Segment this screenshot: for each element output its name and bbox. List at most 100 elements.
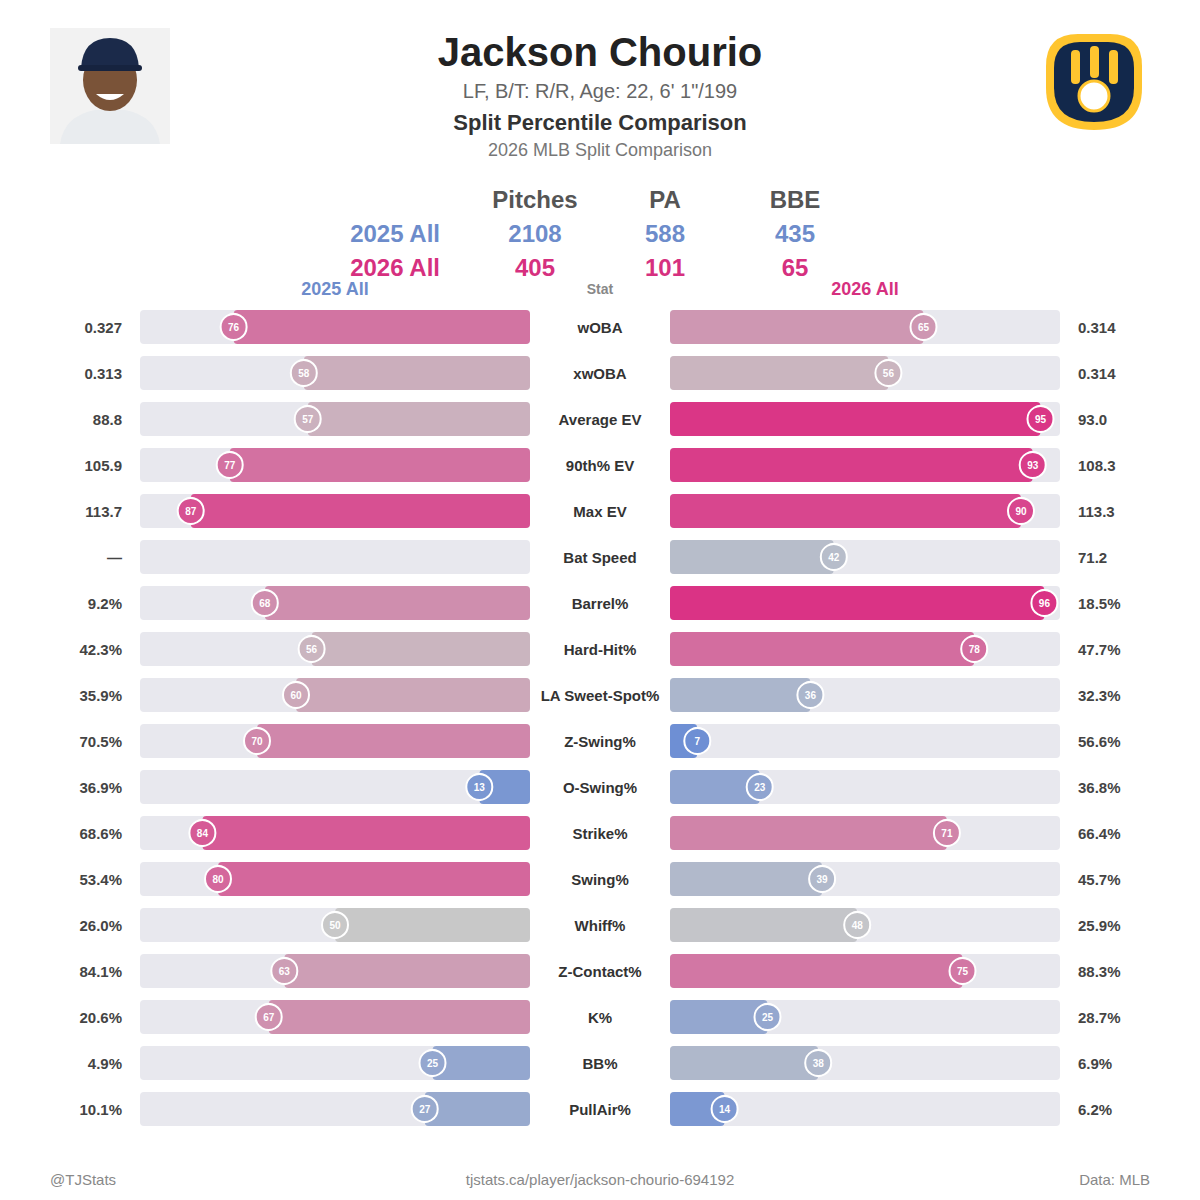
svg-text:96: 96	[1039, 598, 1051, 609]
html-text:2108: 2108	[508, 220, 562, 247]
svg-text:113.7: 113.7	[85, 503, 122, 520]
svg-text:35.9%: 35.9%	[79, 687, 122, 704]
svg-text:32.3%: 32.3%	[1078, 687, 1121, 704]
svg-text:LA Sweet-Spot%: LA Sweet-Spot%	[541, 687, 660, 704]
svg-text:18.5%: 18.5%	[1078, 595, 1121, 612]
svg-text:93: 93	[1027, 460, 1039, 471]
svg-text:38: 38	[813, 1058, 825, 1069]
svg-text:108.3: 108.3	[1078, 457, 1116, 474]
svg-text:42.3%: 42.3%	[79, 641, 122, 658]
svg-text:70.5%: 70.5%	[79, 733, 122, 750]
svg-text:27: 27	[419, 1104, 431, 1115]
svg-text:47.7%: 47.7%	[1078, 641, 1121, 658]
svg-text:68.6%: 68.6%	[79, 825, 122, 842]
svg-text:Max EV: Max EV	[573, 503, 626, 520]
svg-text:25.9%: 25.9%	[1078, 917, 1121, 934]
svg-text:36.8%: 36.8%	[1078, 779, 1121, 796]
svg-text:63: 63	[279, 966, 291, 977]
svg-text:xwOBA: xwOBA	[573, 365, 627, 382]
svg-text:90th% EV: 90th% EV	[566, 457, 634, 474]
svg-text:88.8: 88.8	[93, 411, 122, 428]
svg-text:67: 67	[263, 1012, 275, 1023]
html-text:Pitches: Pitches	[492, 186, 578, 213]
svg-text:BB%: BB%	[582, 1055, 617, 1072]
svg-text:0.314: 0.314	[1078, 319, 1116, 336]
svg-text:58: 58	[298, 368, 310, 379]
svg-text:36.9%: 36.9%	[79, 779, 122, 796]
html-text:2025 All: 2025 All	[350, 220, 440, 247]
svg-text:36: 36	[805, 690, 817, 701]
svg-text:90: 90	[1015, 506, 1027, 517]
svg-text:77: 77	[224, 460, 236, 471]
svg-text:Strike%: Strike%	[572, 825, 627, 842]
svg-text:0.327: 0.327	[84, 319, 122, 336]
svg-text:76: 76	[228, 322, 240, 333]
svg-text:113.3: 113.3	[1078, 503, 1115, 520]
html-text:405: 405	[515, 254, 555, 281]
svg-text:Whiff%: Whiff%	[575, 917, 626, 934]
svg-text:26.0%: 26.0%	[79, 917, 122, 934]
svg-text:Hard-Hit%: Hard-Hit%	[564, 641, 637, 658]
svg-text:50: 50	[329, 920, 341, 931]
svg-text:wOBA: wOBA	[577, 319, 623, 336]
svg-text:53.4%: 53.4%	[79, 871, 122, 888]
svg-text:66.4%: 66.4%	[1078, 825, 1121, 842]
svg-text:13: 13	[474, 782, 486, 793]
html-text:PA: PA	[649, 186, 681, 213]
svg-text:56: 56	[306, 644, 318, 655]
svg-text:78: 78	[969, 644, 981, 655]
svg-text:95: 95	[1035, 414, 1047, 425]
svg-text:Swing%: Swing%	[571, 871, 629, 888]
svg-text:60: 60	[290, 690, 302, 701]
svg-text:Average EV: Average EV	[559, 411, 642, 428]
svg-text:87: 87	[185, 506, 197, 517]
svg-text:48: 48	[852, 920, 864, 931]
svg-text:Barrel%: Barrel%	[572, 595, 629, 612]
svg-text:28.7%: 28.7%	[1078, 1009, 1121, 1026]
svg-text:0.313: 0.313	[84, 365, 122, 382]
svg-text:K%: K%	[588, 1009, 612, 1026]
svg-text:25: 25	[762, 1012, 774, 1023]
svg-text:10.1%: 10.1%	[79, 1101, 122, 1118]
svg-text:80: 80	[212, 874, 224, 885]
svg-text:23: 23	[754, 782, 766, 793]
html-text:435: 435	[775, 220, 815, 247]
svg-text:84.1%: 84.1%	[79, 963, 122, 980]
svg-text:105.9: 105.9	[84, 457, 122, 474]
svg-text:O-Swing%: O-Swing%	[563, 779, 637, 796]
svg-text:88.3%: 88.3%	[1078, 963, 1121, 980]
svg-text:70: 70	[251, 736, 263, 747]
svg-text:Bat Speed: Bat Speed	[563, 549, 636, 566]
svg-text:39: 39	[817, 874, 829, 885]
svg-text:Z-Swing%: Z-Swing%	[564, 733, 636, 750]
svg-text:—: —	[107, 549, 122, 566]
svg-text:93.0: 93.0	[1078, 411, 1107, 428]
html-text:588: 588	[645, 220, 685, 247]
html-text:BBE: BBE	[769, 186, 821, 213]
svg-text:9.2%: 9.2%	[88, 595, 122, 612]
svg-text:56: 56	[883, 368, 895, 379]
svg-text:75: 75	[957, 966, 969, 977]
svg-text:PullAir%: PullAir%	[569, 1101, 631, 1118]
svg-text:6.2%: 6.2%	[1078, 1101, 1112, 1118]
svg-text:6.9%: 6.9%	[1078, 1055, 1112, 1072]
html-text:Jackson Chourio: Jackson Chourio	[437, 30, 763, 74]
svg-text:68: 68	[259, 598, 271, 609]
svg-text:71: 71	[941, 828, 953, 839]
svg-text:45.7%: 45.7%	[1078, 871, 1121, 888]
svg-text:20.6%: 20.6%	[79, 1009, 122, 1026]
svg-text:25: 25	[427, 1058, 439, 1069]
svg-text:57: 57	[302, 414, 314, 425]
svg-text:4.9%: 4.9%	[88, 1055, 122, 1072]
svg-text:84: 84	[197, 828, 209, 839]
svg-text:7: 7	[695, 736, 701, 747]
svg-text:Z-Contact%: Z-Contact%	[558, 963, 641, 980]
svg-text:56.6%: 56.6%	[1078, 733, 1121, 750]
svg-text:0.314: 0.314	[1078, 365, 1116, 382]
html-text:2026 All: 2026 All	[350, 254, 440, 281]
svg-text:71.2: 71.2	[1078, 549, 1107, 566]
svg-text:42: 42	[828, 552, 840, 563]
svg-text:65: 65	[918, 322, 930, 333]
html-text:101: 101	[645, 254, 685, 281]
svg-text:14: 14	[719, 1104, 731, 1115]
